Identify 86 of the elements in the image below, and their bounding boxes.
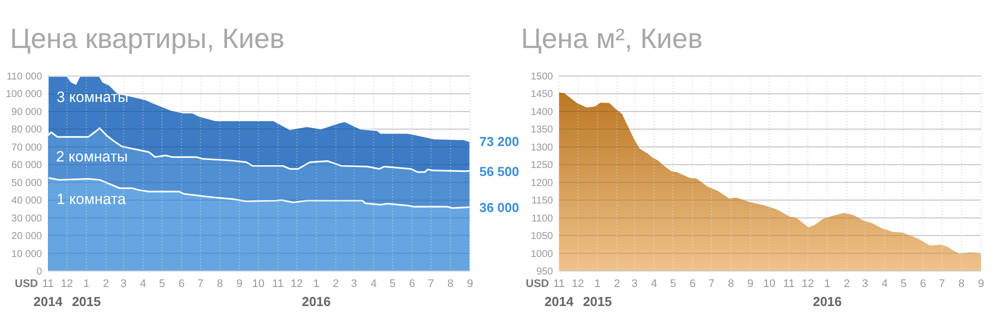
x-tick-label: 12 (290, 278, 303, 290)
x-tick-label: 9 (236, 278, 243, 290)
y-tick-label: 1350 (530, 124, 554, 136)
x-tick-label: 2 (102, 278, 110, 290)
x-tick-label: 8 (216, 278, 224, 290)
x-tick-label: 5 (670, 278, 676, 290)
y-tick-label: 50 000 (11, 178, 42, 189)
x-tick-label: 7 (938, 278, 946, 290)
x-tick-label: 3 (120, 278, 127, 290)
x-tick-label: 9 (747, 278, 754, 290)
y-axis-title: USD (14, 278, 38, 290)
series-label: 1 комната (56, 190, 127, 208)
y-tick-label: 1400 (530, 106, 554, 118)
x-tick-label: 1 (83, 278, 90, 290)
y-tick-label: 70 000 (11, 142, 42, 154)
text: 2016 (302, 294, 331, 309)
text: 2014 (34, 294, 64, 309)
data-label: 36 000 (479, 200, 520, 216)
y-tick-label: 110 000 (6, 72, 42, 82)
x-tick-label: 10 (763, 278, 776, 290)
y-tick-label: 0 (36, 266, 42, 278)
text: 2015 (582, 294, 612, 309)
x-tick-label: 8 (958, 278, 965, 290)
x-tick-label: 11 (272, 278, 284, 290)
x-tick-label: 8 (728, 278, 734, 290)
x-tick-label: 4 (140, 278, 146, 290)
x-tick-label: 10 (252, 278, 264, 290)
y-tick-label: 20 000 (11, 231, 42, 242)
y-axis-title: USD (526, 278, 550, 290)
y-tick-label: 60 000 (11, 160, 42, 172)
x-tick-label: 2 (332, 278, 339, 290)
text: 2014 (544, 294, 574, 309)
x-tick-label: 6 (920, 278, 926, 290)
y-tick-label: 1050 (530, 231, 554, 242)
x-tick-label: 1 (594, 278, 600, 290)
chart-title: Цена м², Киев (521, 23, 703, 54)
y-tick-label: 1300 (530, 142, 554, 154)
y-tick-label: 1450 (530, 89, 554, 100)
x-tick-label: 9 (466, 278, 474, 290)
x-tick-label: 1 (824, 278, 830, 290)
y-tick-label: 1150 (531, 196, 554, 207)
x-tick-label: 6 (408, 278, 416, 290)
y-tick-label: 1200 (530, 178, 554, 189)
x-tick-label: 7 (428, 278, 434, 290)
data-label: 73 200 (479, 134, 520, 150)
x-tick-label: 12 (60, 278, 74, 290)
y-tick-label: 1500 (530, 72, 554, 82)
series-label: 3 комнаты (56, 89, 128, 106)
x-tick-label: 11 (783, 278, 795, 290)
data-label: 56 500 (479, 164, 520, 179)
x-tick-label: 2 (614, 278, 620, 290)
x-tick-label: 1 (313, 278, 320, 290)
x-tick-label: 7 (197, 278, 204, 290)
text: 2015 (72, 294, 101, 309)
y-tick-label: 30 000 (11, 213, 42, 224)
x-tick-label: 3 (351, 278, 358, 290)
x-tick-label: 7 (708, 278, 714, 290)
x-tick-label: 5 (389, 278, 396, 290)
x-tick-label: 4 (370, 278, 377, 290)
x-tick-label: 9 (978, 278, 984, 290)
x-tick-label: 8 (447, 278, 454, 290)
x-tick-label: 6 (689, 278, 696, 290)
x-tick-label: 11 (42, 278, 54, 290)
x-tick-label: 12 (802, 278, 814, 290)
text: 2016 (812, 294, 842, 309)
x-tick-label: 11 (553, 278, 565, 290)
y-tick-label: 1250 (530, 160, 554, 172)
series-label: 2 комнаты (56, 148, 128, 166)
x-tick-label: 12 (572, 278, 584, 290)
y-tick-label: 950 (536, 266, 554, 278)
y-tick-label: 1100 (531, 213, 554, 224)
x-tick-label: 6 (178, 278, 185, 290)
x-tick-label: 3 (632, 278, 638, 290)
x-tick-label: 5 (158, 278, 166, 290)
x-tick-label: 4 (651, 278, 658, 290)
x-tick-label: 2 (844, 278, 850, 290)
y-tick-label: 40 000 (11, 196, 42, 207)
x-tick-label: 4 (882, 278, 888, 290)
y-tick-label: 100 000 (6, 89, 42, 100)
x-tick-label: 5 (900, 278, 907, 290)
y-tick-label: 90 000 (11, 106, 42, 118)
y-tick-label: 1000 (530, 248, 554, 260)
chart-title: Цена квартиры, Киев (10, 23, 285, 54)
x-tick-label: 3 (862, 278, 868, 290)
y-tick-label: 80 000 (11, 124, 42, 136)
y-tick-label: 10 000 (11, 248, 42, 260)
